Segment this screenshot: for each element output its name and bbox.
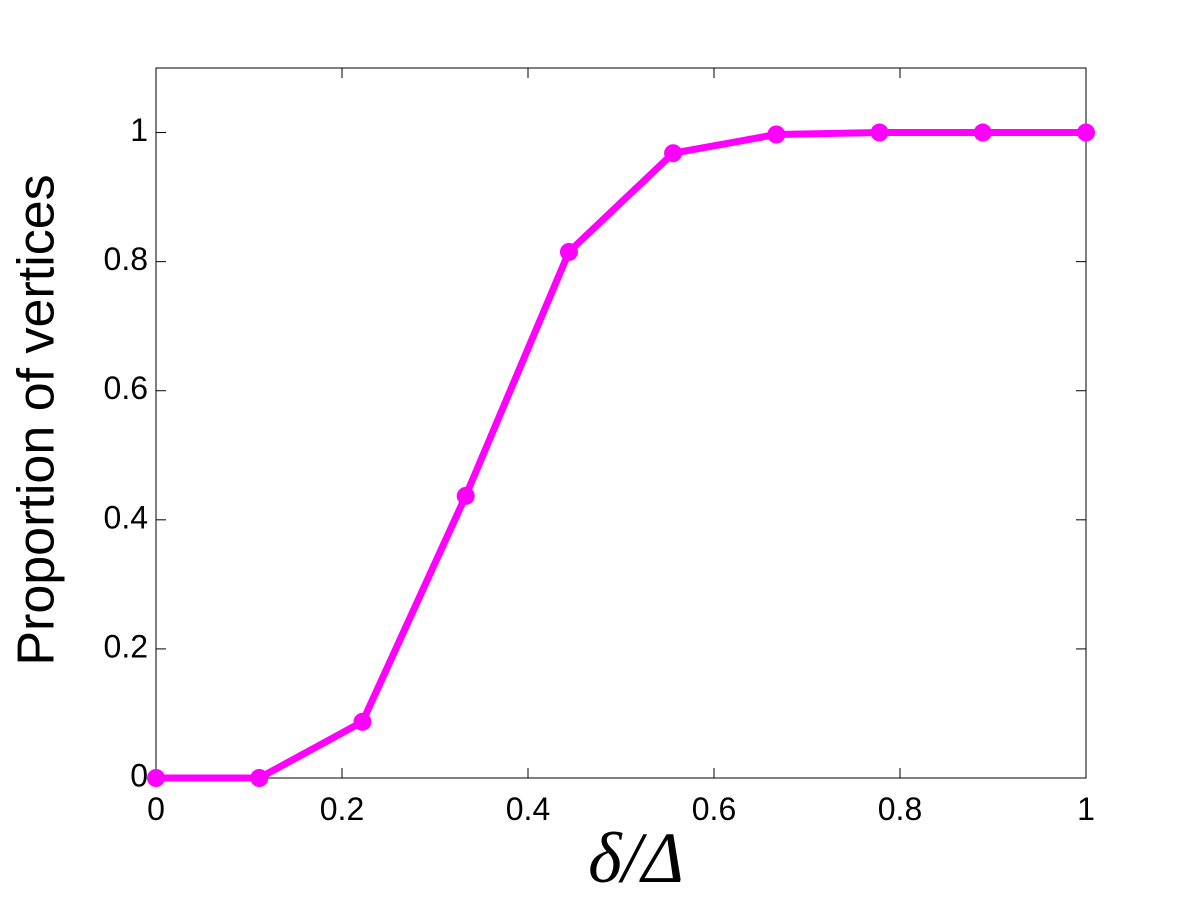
y-tick-label: 0 — [130, 757, 148, 793]
marker — [147, 769, 165, 787]
y-axis-label: Proportion of vertices — [8, 174, 66, 665]
marker — [1077, 123, 1095, 142]
marker — [456, 486, 475, 505]
y-tick-label: 0.8 — [104, 241, 148, 277]
y-tick-label: 0.4 — [104, 499, 148, 535]
marker — [353, 712, 372, 731]
y-tick-label: 0.2 — [104, 628, 148, 664]
marker — [767, 125, 786, 144]
x-tick-label: 0.8 — [878, 791, 922, 827]
x-tick-label: 1 — [1077, 791, 1095, 827]
x-tick-label: 0.6 — [692, 791, 736, 827]
y-tick-label: 0.6 — [104, 370, 148, 406]
x-axis-label: δ/Δ — [588, 818, 684, 898]
marker — [250, 769, 269, 787]
line — [156, 129, 1086, 782]
marker — [973, 123, 992, 142]
y-tick-label: 1 — [130, 112, 148, 148]
x-tick-label: 0.2 — [320, 791, 364, 827]
plot-box — [155, 67, 1087, 779]
x-tick-label: 0.4 — [506, 791, 550, 827]
marker — [559, 242, 578, 261]
marker — [870, 123, 889, 142]
x-tick-label: 0 — [147, 791, 165, 827]
marker — [664, 144, 683, 163]
